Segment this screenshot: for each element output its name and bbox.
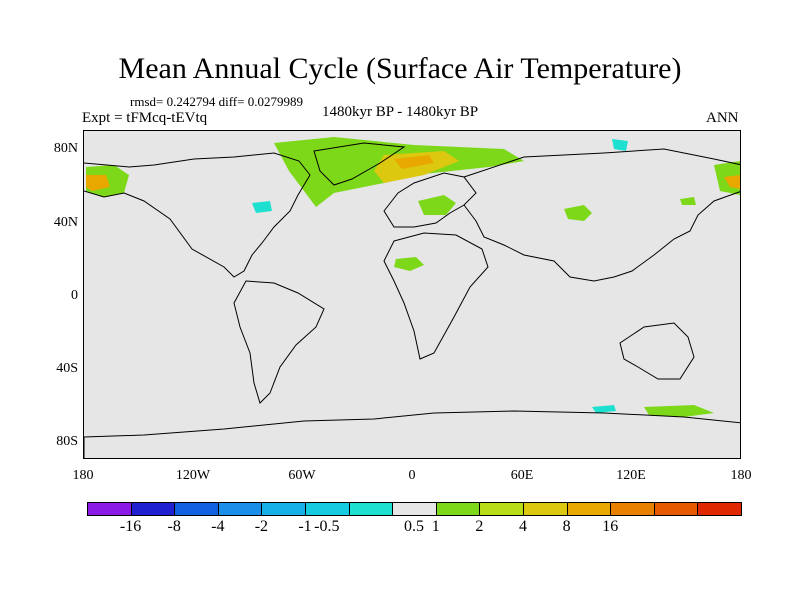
colorbar-bin [566,502,612,516]
coastlines [84,142,740,458]
colorbar-bin [261,502,306,516]
lon-label: 180 [730,468,752,483]
anomaly-east-asia [680,197,696,205]
lat-label: 40S [56,361,78,376]
coast-antarctica [84,410,740,458]
anomaly-alaska-core [86,175,110,191]
stats-text: rmsd= 0.242794 diff= 0.0279989 [130,94,303,109]
colorbar-label: -2 [254,518,269,535]
anomaly-east-siberia-core [724,175,740,189]
coast-south-america [233,280,325,404]
colorbar-bin [174,502,219,516]
colorbar-label: 1 [431,518,440,535]
colorbar-bin [523,502,568,516]
colorbar-label: 16 [602,518,619,535]
map-plot [84,137,740,458]
colorbar-bin [479,502,524,516]
colorbar-bin [217,502,263,516]
anomaly-sahara [394,257,424,271]
map-panel [83,130,741,459]
period-label: 1480kyr BP - 1480kyr BP [322,104,479,120]
anomaly-fills [86,137,740,417]
colorbar-label: 2 [475,518,484,535]
anomaly-greenland-core [394,155,434,169]
colorbar-bin [348,502,394,516]
season-label: ANN [706,110,739,126]
coast-australia [619,322,695,380]
lon-label: 120E [616,468,646,483]
colorbar-label: -16 [119,518,142,535]
colorbar-bin [653,502,699,516]
anomaly-great-lakes [252,201,272,213]
colorbar-label: 4 [519,518,527,535]
lon-label: 60W [288,468,316,483]
lon-label: 0 [408,468,416,483]
colorbar-bin [130,502,176,516]
colorbar-bin [87,502,132,516]
coast-asia [463,148,740,282]
lat-label: 80S [56,434,78,449]
colorbar-label: -8 [167,518,181,535]
lon-label: 120W [175,468,211,483]
coast-africa [383,232,489,360]
colorbar-bin [435,502,481,516]
anomaly-central-asia [564,205,592,221]
colorbar-bin [610,502,655,516]
figure-title: Mean Annual Cycle (Surface Air Temperatu… [118,52,682,85]
colorbar-label: -4 [211,518,225,535]
colorbar-bin [697,502,742,516]
lat-label: 40N [53,215,78,230]
colorbar-bin [392,502,437,516]
anomaly-arctic-siberia [612,139,628,151]
coast-greenland [313,142,406,186]
coast-north-america [84,152,311,278]
colorbar-label: -0.5 [314,518,340,535]
lon-label: 180 [72,468,94,483]
lat-label: 80N [53,141,78,156]
anomaly-antarctic-coast [592,405,616,413]
anomaly-europe [418,195,456,215]
lon-label: 60E [510,468,534,483]
colorbar-label: 0.5 [404,518,424,535]
colorbar-label: 8 [562,518,571,535]
colorbar-label: -1 [298,518,312,535]
experiment-label: Expt = tFMcq-tEVtq [82,110,208,126]
colorbar [87,502,742,516]
coast-europe [383,172,477,228]
lat-label: 0 [71,288,78,303]
anomaly-antarctica [644,405,714,417]
colorbar-bin [305,502,350,516]
